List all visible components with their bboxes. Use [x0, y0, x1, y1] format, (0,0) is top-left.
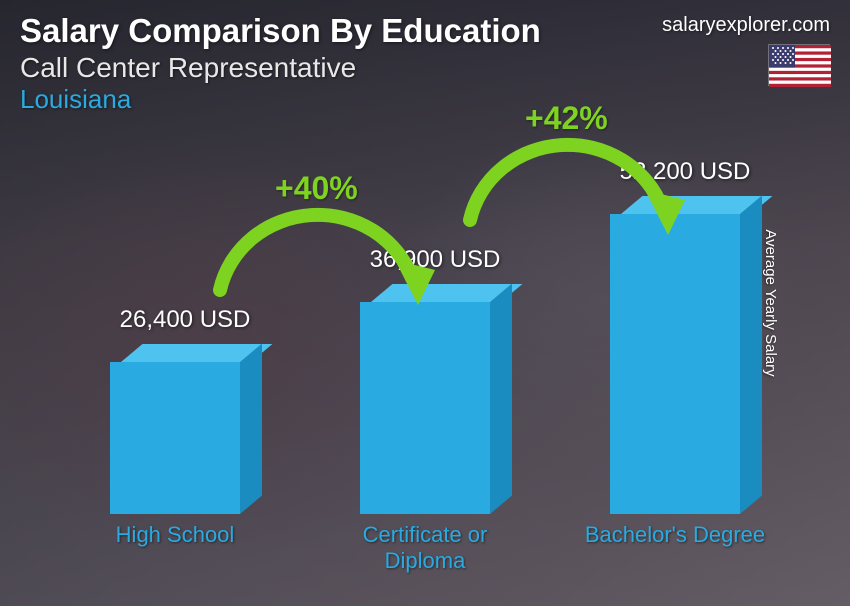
- location: Louisiana: [20, 84, 830, 115]
- increase-pct-0: +40%: [275, 170, 358, 207]
- bar-label-2: Bachelor's Degree: [575, 522, 775, 548]
- bar-1: 36,900 USDCertificate or Diploma: [360, 302, 490, 514]
- job-title: Call Center Representative: [20, 52, 830, 84]
- bar-0: 26,400 USDHigh School: [110, 362, 240, 514]
- increase-arrow-0: +40%: [200, 160, 450, 325]
- page-title: Salary Comparison By Education: [20, 12, 830, 50]
- bar-label-1: Certificate or Diploma: [325, 522, 525, 575]
- bar-2: 52,200 USDBachelor's Degree: [610, 214, 740, 514]
- bar-chart: 26,400 USDHigh School 36,900 USDCertifica…: [50, 140, 790, 576]
- bar-label-0: High School: [75, 522, 275, 548]
